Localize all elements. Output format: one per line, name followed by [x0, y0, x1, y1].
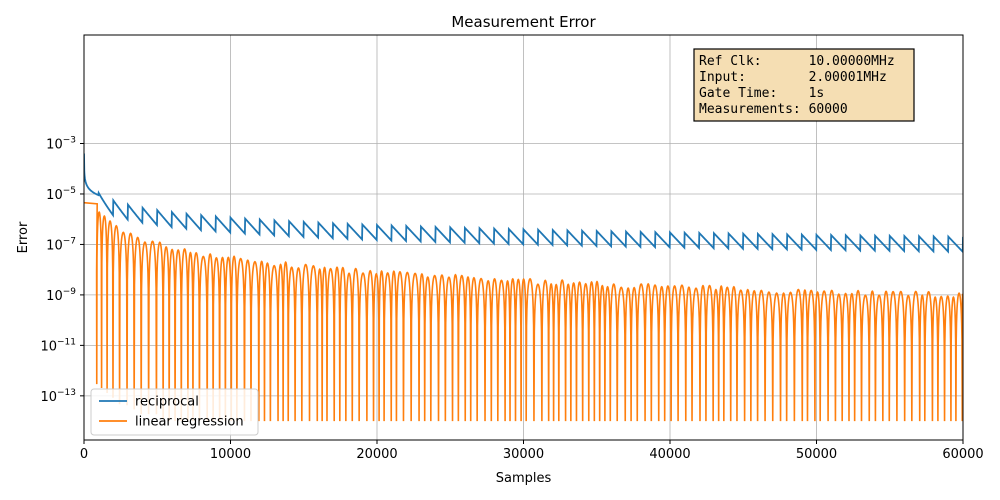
x-tick-label: 0	[80, 447, 88, 462]
y-tick-label: 10−11	[40, 337, 76, 354]
x-tick-label: 10000	[210, 447, 251, 462]
info-line-measurements: Measurements: 60000	[699, 102, 848, 117]
info-line-input: Input: 2.00001MHz	[699, 70, 887, 85]
series-line-reciprocal	[84, 153, 963, 254]
legend-label-reciprocal: reciprocal	[135, 395, 199, 410]
y-tick-exponent: −11	[57, 337, 76, 347]
legend-label-linear-regression: linear regression	[135, 415, 244, 430]
y-tick-label: 10−13	[40, 388, 76, 405]
y-tick-base: 10	[40, 339, 57, 354]
x-tick-label: 60000	[942, 447, 983, 462]
y-axis-label: Error	[16, 221, 31, 253]
y-tick-base: 10	[46, 289, 63, 304]
x-tick-label: 50000	[796, 447, 837, 462]
chart-title: Measurement Error	[451, 13, 596, 31]
x-axis-ticks: 0 10000 20000 30000 40000 50000 60000	[80, 440, 984, 462]
x-tick-label: 40000	[649, 447, 690, 462]
info-box: Ref Clk: 10.00000MHz Input: 2.00001MHz G…	[693, 48, 915, 122]
y-tick-exponent: −3	[63, 136, 76, 146]
y-tick-exponent: −13	[57, 388, 76, 398]
legend: reciprocal linear regression	[90, 388, 259, 436]
y-tick-label: 10−9	[46, 287, 76, 304]
y-tick-base: 10	[40, 390, 57, 405]
y-tick-exponent: −5	[63, 186, 76, 196]
y-tick-label: 10−3	[46, 136, 76, 153]
y-tick-label: 10−5	[46, 186, 76, 203]
info-box-background	[693, 48, 915, 122]
x-tick-label: 20000	[356, 447, 397, 462]
series-layer	[84, 153, 963, 422]
y-tick-base: 10	[46, 188, 63, 203]
y-tick-base: 10	[46, 138, 63, 153]
y-tick-base: 10	[46, 238, 63, 253]
x-tick-label: 30000	[503, 447, 544, 462]
y-tick-label: 10−7	[46, 236, 76, 253]
legend-box	[90, 388, 259, 436]
info-line-gate-time: Gate Time: 1s	[699, 86, 824, 101]
x-axis-label: Samples	[496, 471, 552, 486]
info-line-ref-clk: Ref Clk: 10.00000MHz	[699, 54, 895, 69]
series-line-linear-regression	[84, 201, 963, 422]
y-tick-exponent: −7	[63, 236, 76, 246]
y-tick-exponent: −9	[63, 287, 77, 297]
